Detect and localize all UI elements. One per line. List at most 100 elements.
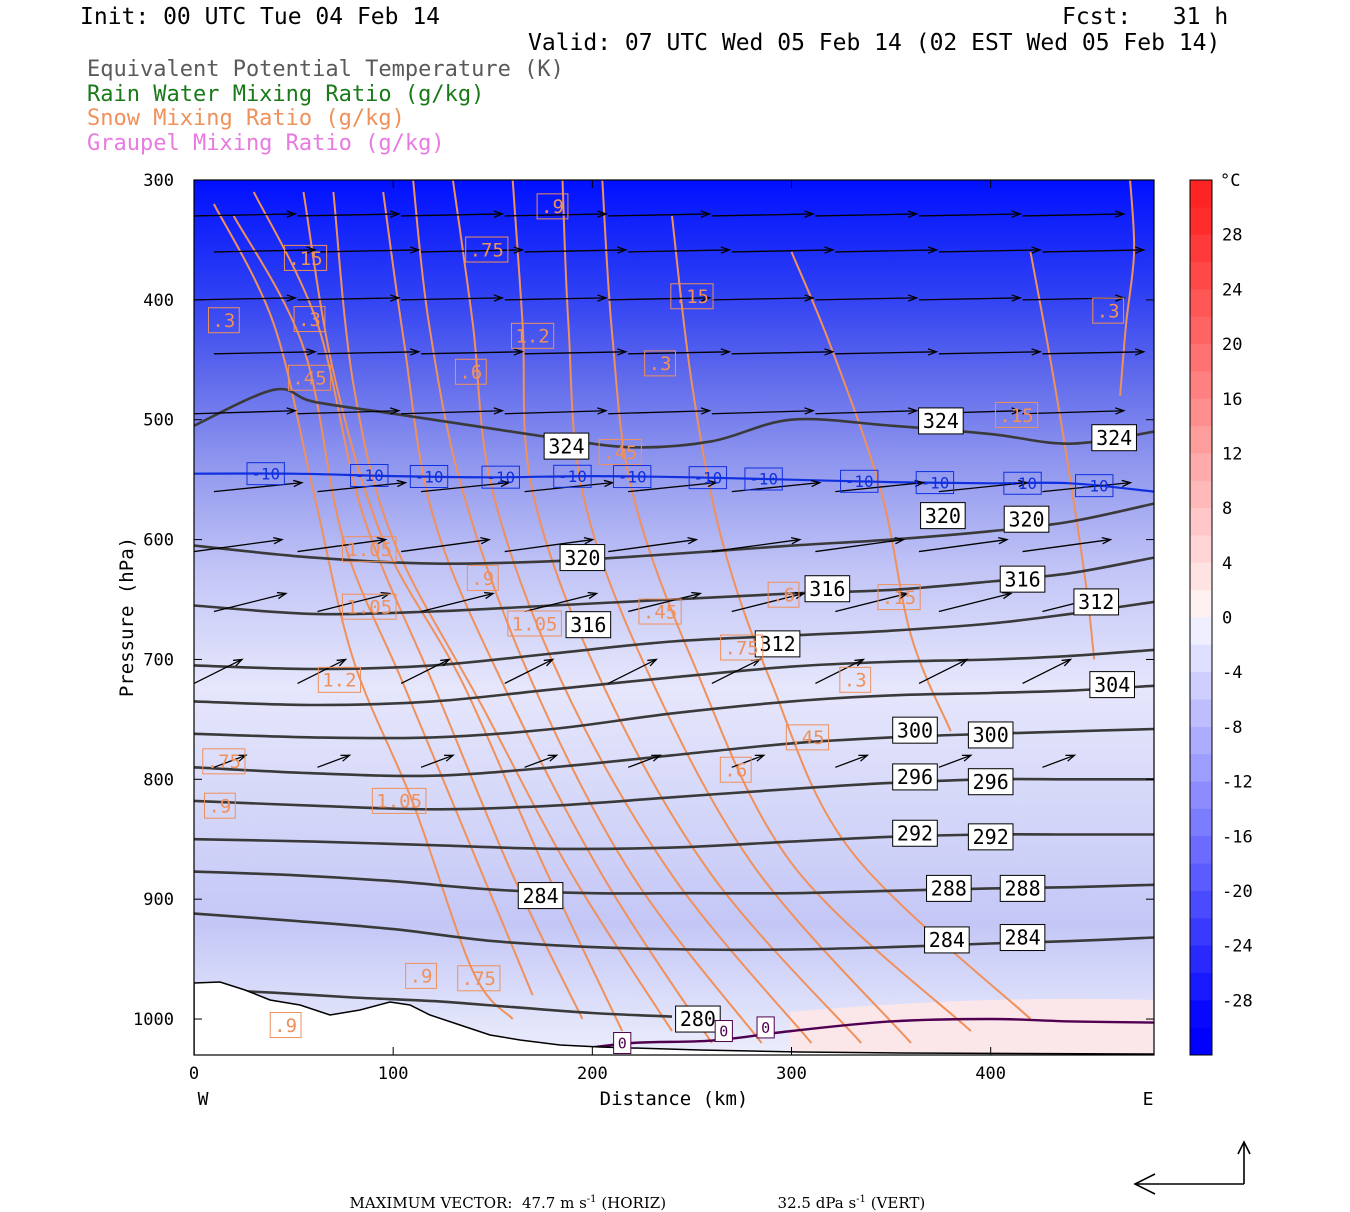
snow-contour-0 <box>213 203 514 1020</box>
snow-label-text: .9 <box>410 966 433 988</box>
snow-label-box <box>638 598 682 625</box>
theta-e-label: 320 <box>920 502 966 530</box>
snow-contour-4 <box>332 191 673 1032</box>
snow-label-box <box>287 364 332 391</box>
snow-label: .75 <box>720 634 764 661</box>
snow-contour-10 <box>601 180 972 1032</box>
isotherm-zero-label-box <box>714 1020 733 1043</box>
wind-vector <box>1042 754 1075 768</box>
snow-label-text: .75 <box>462 968 496 990</box>
wind-vector-head <box>493 294 505 302</box>
isotherm-minus10-label: -10 <box>915 471 955 495</box>
wind-vector-head <box>687 537 699 545</box>
snow-label-text: .9 <box>208 796 231 818</box>
snow-contour-6 <box>412 180 763 1044</box>
wind-vector <box>504 658 553 685</box>
theta-e-label-text: 316 <box>570 613 606 637</box>
init-time: Init: 00 UTC Tue 04 Feb 14 <box>80 4 441 30</box>
max-vector-indicator <box>1133 1140 1251 1195</box>
wind-vector <box>731 351 833 355</box>
theta-e-label-box <box>892 819 938 847</box>
wind-vector <box>524 754 557 768</box>
snow-label-text: 1.2 <box>322 670 356 692</box>
theta-e-label: 288 <box>926 874 972 902</box>
theta-e-label: 316 <box>804 575 851 603</box>
theta-e-label-box <box>1073 588 1120 616</box>
isotherm-minus10-label-box <box>1075 474 1114 498</box>
theta-e-label-text: 324 <box>548 434 584 458</box>
colorbar-segment <box>1190 699 1212 728</box>
theta-e-label-box <box>920 502 966 530</box>
snow-label: .6 <box>767 581 800 608</box>
theta-e-label-text: 316 <box>1004 567 1040 591</box>
wind-vector <box>1042 249 1144 253</box>
wind-vector <box>711 410 814 415</box>
wind-vector-head <box>232 658 244 667</box>
snow-label: .75 <box>465 236 509 263</box>
colorbar-unit: °C <box>1220 171 1240 191</box>
snow-label-text: .6 <box>724 760 747 782</box>
colorbar-segment <box>1190 207 1212 236</box>
isotherm-minus10-label-box <box>409 464 449 488</box>
wind-vector-head <box>440 658 451 667</box>
wind-vector <box>608 538 697 553</box>
wind-vector-head <box>907 210 919 218</box>
wind-vector <box>711 538 800 553</box>
colorbar-segment <box>1190 617 1212 646</box>
colorbar-tick-label: 4 <box>1222 554 1232 574</box>
colorbar-segment <box>1190 781 1212 810</box>
wind-vector <box>1022 213 1124 217</box>
isotherm-minus10-label-box <box>553 464 592 488</box>
wind-vector-head <box>336 658 348 667</box>
forecast-hour: Fcst: 31 h <box>1062 4 1229 30</box>
wind-vector <box>835 754 868 768</box>
theta-e-label-box <box>517 882 564 910</box>
theta-e-label-box <box>967 823 1014 851</box>
wind-vector <box>317 754 350 768</box>
snow-label-text: .75 <box>725 637 759 659</box>
wind-vector-head <box>1018 479 1029 488</box>
wind-vector <box>628 481 717 493</box>
snow-label: .45 <box>598 439 642 466</box>
theta-e-contour-292 <box>194 833 1154 851</box>
x-label-east: E <box>1143 1089 1154 1110</box>
snow-label-box <box>283 244 328 271</box>
wind-vector-head <box>390 294 401 302</box>
snow-label-text: .15 <box>882 587 916 609</box>
isotherm-minus10-label-box <box>612 465 652 489</box>
snow-label-text: .15 <box>999 405 1033 427</box>
isotherm-minus10-label-box <box>350 463 389 487</box>
snow-label-box <box>317 666 361 693</box>
isotherm-zero-label-box <box>756 1016 775 1039</box>
theta-e-label: 316 <box>565 611 612 639</box>
wind-vector-head <box>390 210 401 218</box>
wind-vector-head <box>409 246 421 254</box>
theta-e-label: 284 <box>517 882 564 910</box>
x-tick-label: 0 <box>189 1064 199 1084</box>
wind-vector-head <box>957 658 969 667</box>
snow-contour-5 <box>382 191 713 1044</box>
colorbar-tick-label: 16 <box>1222 390 1242 410</box>
snow-label-box <box>644 350 676 377</box>
colorbar-tick-label: 12 <box>1222 444 1242 464</box>
isotherm-minus10-label: -10 <box>553 464 592 488</box>
wind-vector <box>627 754 661 768</box>
isotherm-zero-label: 0 <box>613 1032 632 1055</box>
wind-vector <box>194 213 296 217</box>
wind-vector-head <box>1134 246 1146 254</box>
wind-vector <box>297 538 386 553</box>
isotherm-minus10-label: -10 <box>840 469 879 493</box>
wind-vector-head <box>340 754 352 762</box>
theta-e-label-text: 292 <box>897 821 933 845</box>
wind-vector <box>608 410 710 415</box>
wind-vector-head <box>306 348 318 356</box>
x-axis-label: Distance (km) <box>600 1088 749 1110</box>
wind-vector-head <box>597 210 608 218</box>
snow-label: .9 <box>203 792 236 819</box>
wind-vector-head <box>858 754 870 762</box>
colorbar-segment <box>1190 726 1212 755</box>
wind-vector-head <box>1134 348 1146 356</box>
snow-label-box <box>510 322 555 349</box>
colorbar-segment <box>1190 535 1212 564</box>
